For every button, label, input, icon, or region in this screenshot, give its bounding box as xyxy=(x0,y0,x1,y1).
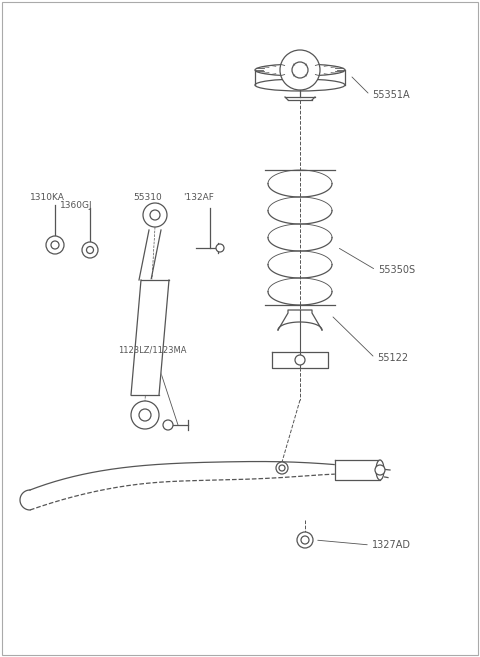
Text: 55350S: 55350S xyxy=(378,265,415,275)
Circle shape xyxy=(150,210,160,220)
Circle shape xyxy=(279,465,285,471)
Ellipse shape xyxy=(376,460,384,480)
Text: 55310: 55310 xyxy=(133,193,162,202)
Text: '132AF: '132AF xyxy=(183,193,214,202)
Circle shape xyxy=(297,532,313,548)
Text: 55122: 55122 xyxy=(377,353,408,363)
Circle shape xyxy=(276,462,288,474)
Polygon shape xyxy=(131,280,169,395)
Circle shape xyxy=(51,241,59,249)
Circle shape xyxy=(46,236,64,254)
Text: 1123LZ/1123MA: 1123LZ/1123MA xyxy=(118,346,187,355)
Circle shape xyxy=(292,62,308,78)
Ellipse shape xyxy=(255,64,345,76)
Text: 1327AD: 1327AD xyxy=(372,540,411,550)
Text: 55351A: 55351A xyxy=(372,90,409,100)
Circle shape xyxy=(143,203,167,227)
Circle shape xyxy=(301,536,309,544)
Circle shape xyxy=(163,420,173,430)
Text: 1310KA: 1310KA xyxy=(30,193,65,202)
Circle shape xyxy=(86,246,94,254)
Polygon shape xyxy=(278,310,322,330)
Polygon shape xyxy=(272,352,328,368)
Circle shape xyxy=(131,401,159,429)
Circle shape xyxy=(82,242,98,258)
Circle shape xyxy=(295,355,305,365)
Circle shape xyxy=(280,50,320,90)
Text: 1360GJ: 1360GJ xyxy=(60,200,93,210)
Circle shape xyxy=(216,244,224,252)
Polygon shape xyxy=(335,460,380,480)
Circle shape xyxy=(375,465,385,475)
Circle shape xyxy=(139,409,151,421)
